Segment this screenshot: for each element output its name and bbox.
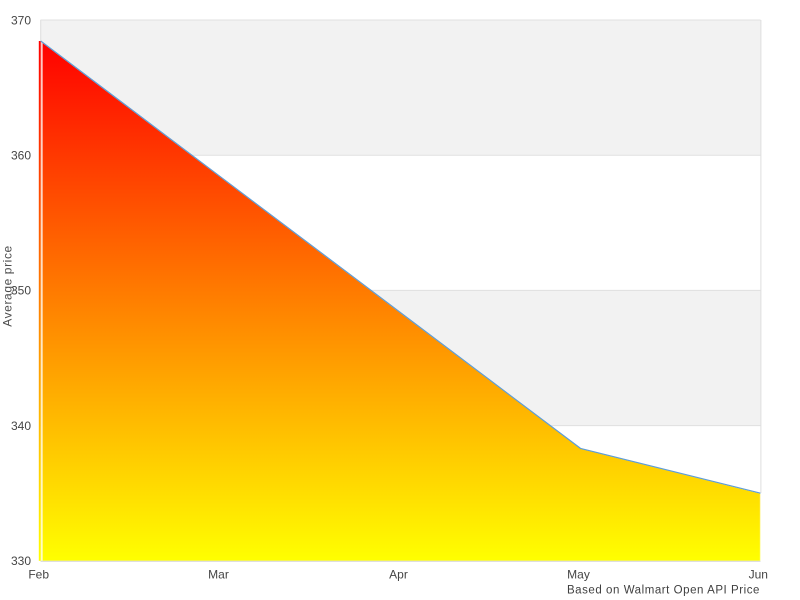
svg-text:330: 330 (11, 554, 31, 568)
svg-text:370: 370 (11, 13, 31, 27)
svg-text:Mar: Mar (208, 568, 229, 582)
svg-text:May: May (567, 568, 590, 582)
svg-text:Average price: Average price (0, 245, 14, 327)
svg-text:360: 360 (11, 149, 31, 163)
svg-text:Apr: Apr (389, 568, 408, 582)
svg-text:Jun: Jun (749, 568, 768, 582)
svg-text:Feb: Feb (28, 568, 49, 582)
svg-text:350: 350 (11, 284, 31, 298)
svg-text:Based on Walmart Open API Pric: Based on Walmart Open API Price (567, 584, 760, 596)
svg-text:340: 340 (11, 419, 31, 433)
